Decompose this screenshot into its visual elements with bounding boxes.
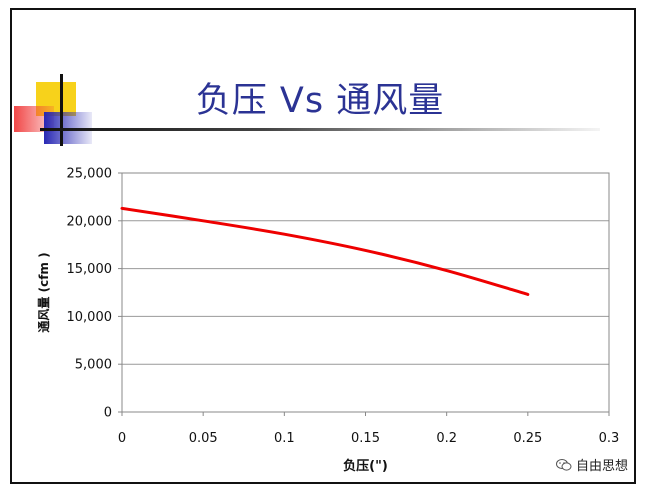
x-tick-label: 0.15 [351, 431, 380, 446]
x-tick-label: 0.2 [436, 431, 457, 446]
y-tick-label: 0 [104, 406, 112, 421]
slide-title: 负压 Vs 通风量 [195, 81, 445, 121]
chart-series [120, 206, 530, 296]
y-tick-label: 10,000 [67, 310, 113, 325]
series-line [120, 206, 530, 296]
x-axis-label: 负压(") [343, 458, 388, 474]
y-tick-label: 25,000 [67, 167, 113, 182]
y-tick-label: 20,000 [67, 214, 113, 229]
y-axis-ticks: 0 5,000 10,000 15,000 20,000 25,000 [67, 167, 122, 421]
plot-area [121, 172, 610, 413]
watermark-text: 自由思想 [575, 459, 628, 474]
decor-title-underline [40, 128, 600, 131]
x-tick-label: 0.1 [274, 431, 295, 446]
wechat-icon [555, 458, 572, 471]
y-axis-label: 通风量 (cfm ) [36, 252, 51, 332]
x-axis-ticks: 0 0.05 0.1 0.15 0.2 0.25 0.3 [118, 412, 619, 446]
watermark: 自由思想 [555, 455, 628, 474]
y-tick-label: 15,000 [67, 262, 113, 277]
decor-vertical-line [60, 74, 63, 146]
x-tick-label: 0.3 [599, 431, 620, 446]
x-tick-label: 0 [118, 431, 126, 446]
x-tick-label: 0.05 [189, 431, 218, 446]
chart-grid [122, 172, 609, 413]
slide-frame [10, 8, 636, 484]
x-tick-label: 0.25 [513, 431, 542, 446]
y-tick-label: 5,000 [75, 358, 112, 373]
